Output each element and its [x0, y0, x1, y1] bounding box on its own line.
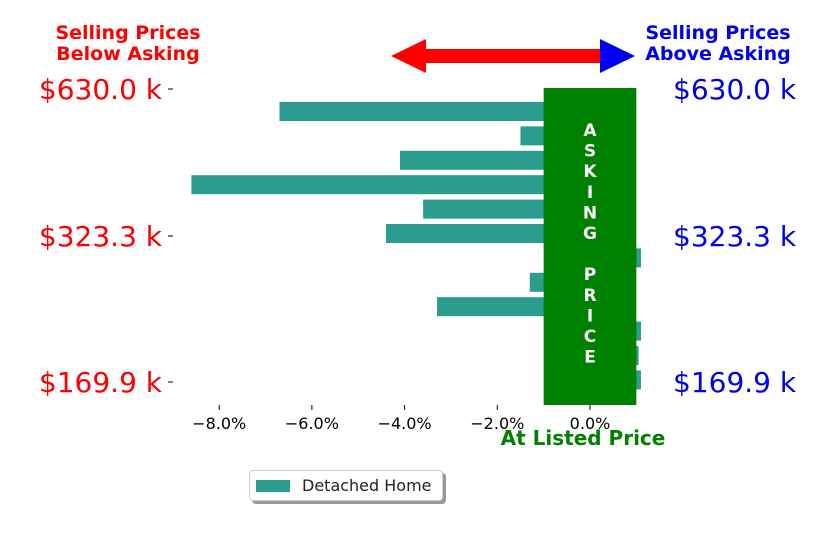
y-tick-label-right: $169.9 k — [673, 366, 797, 399]
legend-label: Detached Home — [302, 476, 432, 495]
asking-band-letter: A — [583, 121, 597, 141]
y-tick-label-right: $630.0 k — [673, 73, 797, 106]
bar-2 — [399, 150, 590, 170]
right-title-line: Selling Prices — [645, 22, 790, 44]
left-title-line: Selling Prices — [55, 22, 200, 44]
y-tick-label-left: $323.3 k — [39, 220, 163, 253]
asking-band-rect — [543, 88, 637, 405]
asking-band-letter: S — [584, 142, 596, 162]
asking-band-letter: C — [584, 327, 596, 347]
y-tick-labels: $630.0 k $630.0 k $323.3 k $323.3 k $169.9 k… — [39, 73, 797, 399]
asking-band-letter: E — [584, 348, 596, 368]
direction-arrow — [391, 39, 635, 73]
asking-band-letter: G — [583, 224, 597, 244]
bar-3 — [191, 175, 590, 195]
asking-band-letter: I — [587, 306, 593, 326]
arrow-right-head — [600, 39, 635, 73]
asking-band-letter: I — [587, 183, 593, 203]
arrow-left-head — [391, 39, 426, 73]
bar-5 — [386, 224, 590, 243]
legend: Detached Home — [249, 470, 443, 501]
asking-band-letter: R — [583, 286, 596, 306]
right-title-line: Above Asking — [645, 43, 791, 65]
left-title-line: Below Asking — [56, 43, 199, 65]
x-tick-label: 0.0% — [570, 414, 611, 433]
y-tick-label-left: $630.0 k — [39, 73, 163, 106]
x-tick-label: −4.0% — [378, 414, 432, 433]
bar-0 — [279, 102, 590, 121]
x-axis-label: At Listed Price — [501, 426, 666, 450]
legend-swatch — [256, 480, 290, 492]
x-axis: −8.0% −6.0% −4.0% −2.0% 0.0%At Listed Price — [192, 405, 665, 450]
x-tick-label: −8.0% — [192, 414, 246, 433]
asking-band-letter: N — [583, 203, 597, 223]
x-tick-label: −6.0% — [285, 414, 339, 433]
y-tick-label-left: $169.9 k — [39, 366, 163, 399]
asking-band-letter: K — [583, 162, 597, 182]
asking-band-letter: P — [584, 265, 596, 285]
x-tick-label: −2.0% — [470, 414, 524, 433]
arrow-red-shaft — [424, 49, 601, 63]
y-tick-label-right: $323.3 k — [673, 220, 797, 253]
